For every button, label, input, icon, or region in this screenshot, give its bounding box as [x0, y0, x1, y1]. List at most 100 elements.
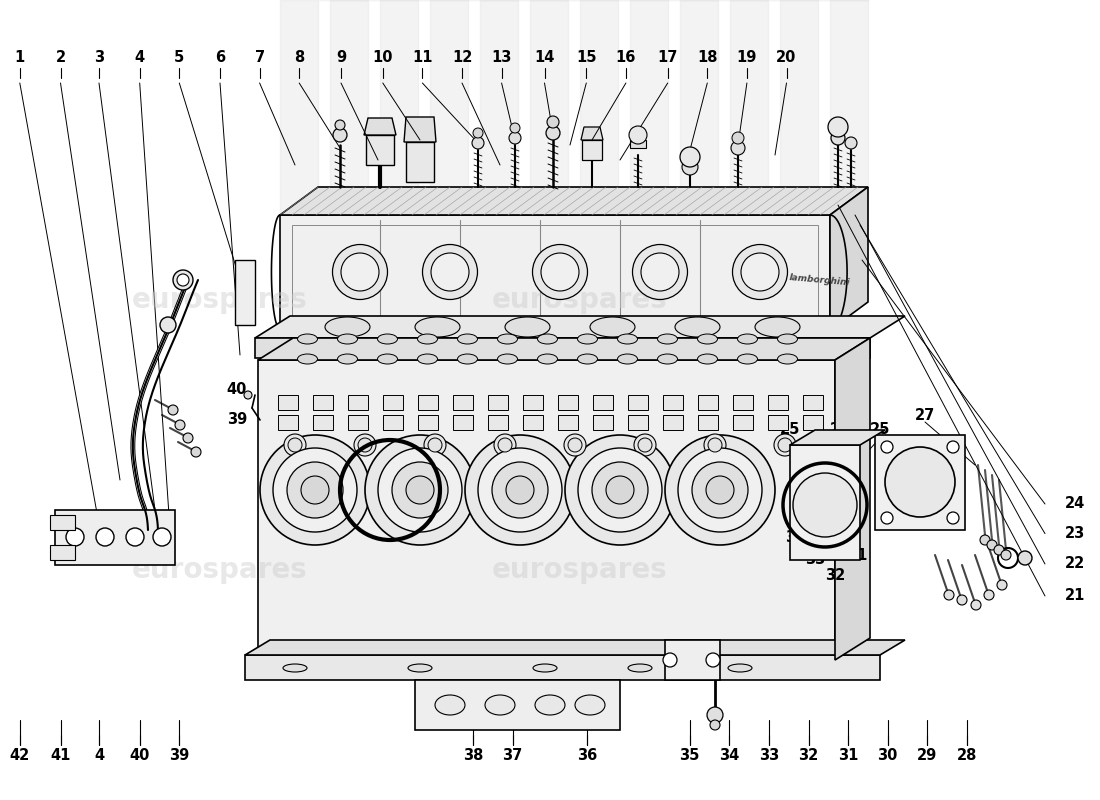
Circle shape	[732, 141, 745, 155]
Ellipse shape	[431, 253, 469, 291]
Ellipse shape	[733, 245, 788, 299]
Polygon shape	[255, 316, 905, 338]
Polygon shape	[415, 680, 620, 730]
Text: 39: 39	[169, 747, 189, 762]
Ellipse shape	[458, 334, 477, 344]
Polygon shape	[314, 395, 333, 410]
Ellipse shape	[708, 438, 722, 452]
Ellipse shape	[578, 354, 597, 364]
Polygon shape	[768, 395, 788, 410]
Polygon shape	[663, 395, 683, 410]
Circle shape	[126, 528, 144, 546]
Polygon shape	[733, 415, 754, 430]
Ellipse shape	[675, 317, 720, 337]
Polygon shape	[698, 395, 718, 410]
Circle shape	[944, 590, 954, 600]
Text: 33: 33	[805, 553, 825, 567]
Polygon shape	[383, 415, 403, 430]
Text: 6: 6	[214, 50, 225, 66]
Text: eurospares: eurospares	[132, 286, 308, 314]
Polygon shape	[803, 415, 823, 430]
Ellipse shape	[458, 354, 477, 364]
Circle shape	[732, 132, 744, 144]
Circle shape	[473, 128, 483, 138]
Polygon shape	[278, 395, 298, 410]
Ellipse shape	[497, 354, 517, 364]
Polygon shape	[404, 117, 436, 142]
Circle shape	[793, 473, 857, 537]
Polygon shape	[280, 215, 830, 330]
Text: 28: 28	[957, 747, 977, 762]
Polygon shape	[235, 260, 255, 325]
Ellipse shape	[532, 245, 587, 299]
Ellipse shape	[424, 434, 446, 456]
Ellipse shape	[778, 334, 798, 344]
Ellipse shape	[358, 438, 372, 452]
Circle shape	[678, 448, 762, 532]
Ellipse shape	[568, 438, 582, 452]
Ellipse shape	[341, 253, 380, 291]
Text: 27: 27	[915, 407, 935, 422]
Circle shape	[886, 447, 955, 517]
Text: 32: 32	[799, 747, 818, 762]
Ellipse shape	[534, 664, 557, 672]
Polygon shape	[790, 430, 886, 445]
Ellipse shape	[505, 317, 550, 337]
Circle shape	[301, 476, 329, 504]
Polygon shape	[406, 142, 434, 182]
Text: 14: 14	[535, 50, 554, 66]
Text: 31: 31	[838, 747, 858, 762]
Polygon shape	[666, 640, 720, 680]
Ellipse shape	[658, 334, 678, 344]
Circle shape	[177, 274, 189, 286]
Polygon shape	[803, 395, 823, 410]
Ellipse shape	[497, 334, 517, 344]
Text: 8: 8	[294, 50, 305, 66]
Ellipse shape	[634, 434, 656, 456]
Circle shape	[96, 528, 114, 546]
Polygon shape	[558, 415, 578, 430]
Polygon shape	[733, 395, 754, 410]
Ellipse shape	[418, 334, 438, 344]
Text: 18: 18	[697, 50, 717, 66]
Circle shape	[1018, 551, 1032, 565]
Polygon shape	[50, 545, 75, 560]
Ellipse shape	[641, 253, 679, 291]
Text: 25: 25	[870, 422, 890, 438]
Polygon shape	[280, 187, 868, 215]
Polygon shape	[364, 118, 396, 135]
Polygon shape	[453, 415, 473, 430]
Ellipse shape	[338, 334, 358, 344]
Ellipse shape	[283, 664, 307, 672]
Ellipse shape	[408, 664, 432, 672]
Text: 11: 11	[412, 50, 432, 66]
Circle shape	[175, 420, 185, 430]
Circle shape	[592, 462, 648, 518]
Circle shape	[547, 116, 559, 128]
Ellipse shape	[564, 434, 586, 456]
Polygon shape	[258, 338, 870, 360]
Polygon shape	[50, 515, 75, 530]
Text: 22: 22	[1065, 557, 1085, 571]
Ellipse shape	[494, 434, 516, 456]
Text: 16: 16	[616, 50, 636, 66]
Text: lamborghini: lamborghini	[789, 273, 851, 287]
Circle shape	[666, 435, 776, 545]
Text: 41: 41	[51, 747, 70, 762]
Circle shape	[287, 462, 343, 518]
Circle shape	[492, 462, 548, 518]
Circle shape	[828, 117, 848, 137]
Polygon shape	[366, 135, 394, 165]
Polygon shape	[522, 395, 543, 410]
Polygon shape	[488, 395, 508, 410]
Ellipse shape	[697, 354, 717, 364]
Circle shape	[947, 512, 959, 524]
Ellipse shape	[778, 354, 798, 364]
Ellipse shape	[774, 434, 796, 456]
Text: 33: 33	[759, 747, 779, 762]
Circle shape	[66, 528, 84, 546]
Ellipse shape	[638, 438, 652, 452]
Circle shape	[881, 441, 893, 453]
Text: 9: 9	[336, 50, 346, 66]
Polygon shape	[790, 445, 860, 560]
